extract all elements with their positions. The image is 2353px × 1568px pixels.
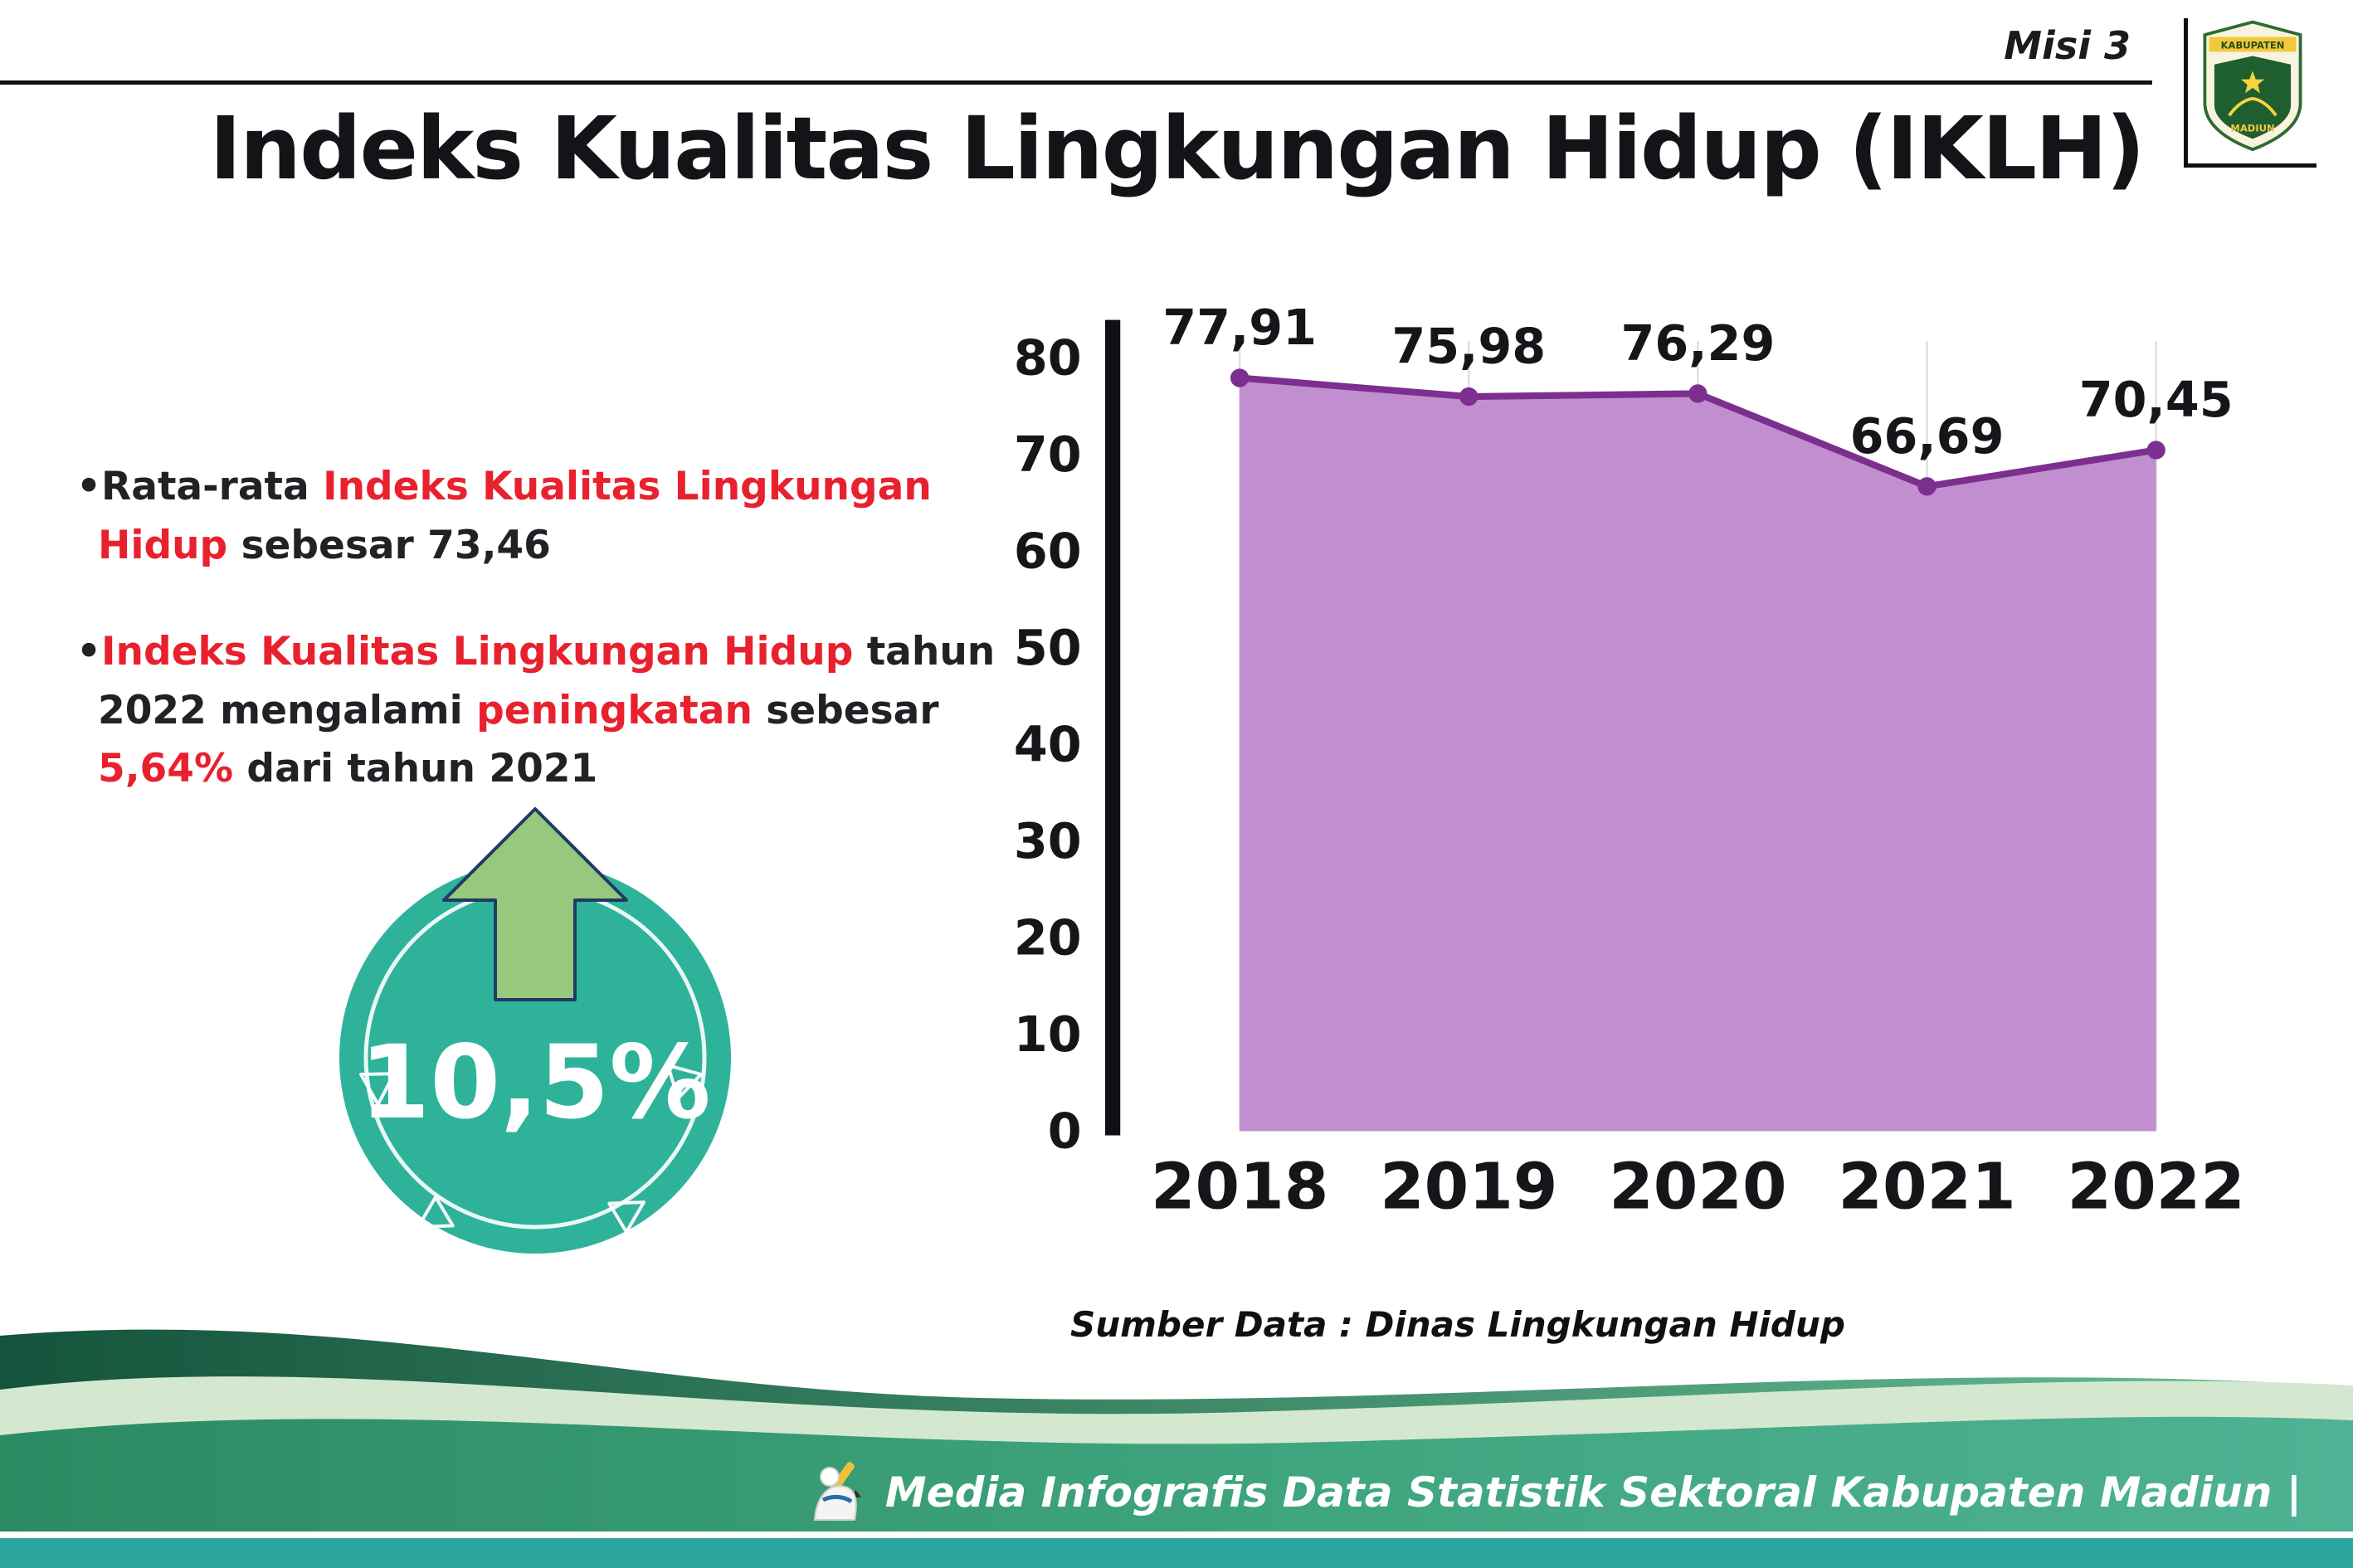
- footer: Media Infografis Data Statistik Sektoral…: [0, 1311, 2353, 1568]
- logo-banner: [2209, 37, 2296, 52]
- x-tick-label: 2022: [2068, 1151, 2245, 1225]
- logo-star: [2240, 71, 2264, 94]
- point-label: 75,98: [1391, 318, 1546, 375]
- mascot-icon: [813, 1462, 861, 1521]
- wave-main: [0, 1416, 2353, 1568]
- y-tick-label: 50: [1014, 619, 1082, 676]
- badge-value: 10,5%: [359, 1024, 710, 1142]
- chart-point: [1230, 368, 1250, 387]
- bullet-text: Rata-rata: [101, 464, 324, 509]
- logo-frame: KABUPATEN MADIUN: [2184, 18, 2316, 168]
- bullet-text-highlight: 5,64%: [98, 746, 234, 791]
- y-tick-label: 60: [1014, 523, 1082, 580]
- point-label: 77,91: [1162, 299, 1317, 356]
- logo-top-text: KABUPATEN: [2220, 40, 2284, 51]
- x-tick-label: 2019: [1380, 1151, 1557, 1225]
- chart-point: [2146, 441, 2165, 460]
- footer-credit: Media Infografis Data Statistik Sektoral…: [807, 1460, 2302, 1525]
- y-tick-label: 40: [1014, 716, 1082, 773]
- y-tick-label: 0: [1048, 1103, 1082, 1160]
- badge-circle: [339, 862, 731, 1254]
- chart-point: [1459, 387, 1479, 407]
- y-tick-label: 30: [1014, 812, 1082, 869]
- bullet-text-highlight: peningkatan: [476, 687, 753, 733]
- chart-point: [1917, 477, 1936, 496]
- bullet-text: dari tahun 2021: [233, 746, 598, 791]
- logo-rice-arc: [2227, 96, 2277, 117]
- chart-point: [1688, 384, 1708, 403]
- x-tick-label: 2021: [1838, 1151, 2015, 1225]
- header-rule: [0, 80, 2152, 85]
- x-tick-label: 2018: [1151, 1151, 1328, 1225]
- point-label: 76,29: [1620, 314, 1775, 372]
- triangle-decorations: [359, 1064, 703, 1234]
- point-label: 70,45: [2079, 371, 2234, 428]
- footer-text: Media Infografis Data Statistik Sektoral…: [884, 1468, 2302, 1517]
- footer-waves: [0, 1329, 2353, 1568]
- misi-label: Misi 3: [2004, 23, 2131, 68]
- kabupaten-madiun-logo: KABUPATEN MADIUN: [2202, 20, 2302, 152]
- point-label: 66,69: [1850, 407, 2005, 465]
- up-arrow-icon: [442, 807, 628, 1001]
- y-tick-label: 20: [1014, 909, 1082, 967]
- y-tick-label: 10: [1014, 1006, 1082, 1063]
- increase-badge-graphic: 10,5%: [339, 807, 731, 1254]
- bullet-text: sebesar: [752, 687, 939, 733]
- bullet-item: Rata-rata Indeks Kualitas Lingkungan Hid…: [76, 458, 997, 575]
- chart-source: Sumber Data : Dinas Lingkungan Hidup: [1070, 1304, 1845, 1345]
- wave-gap: [0, 1531, 2353, 1538]
- bullet-text: tahun 2022 mengalami: [98, 629, 996, 733]
- page-title: Indeks Kualitas Lingkungan Hidup (IKLH): [209, 98, 2145, 199]
- bullet-list: Rata-rata Indeks Kualitas Lingkungan Hid…: [76, 458, 997, 847]
- bullet-text-highlight: Indeks Kualitas Lingkungan Hidup: [98, 464, 932, 568]
- increase-badge: 10,5%: [311, 784, 759, 1282]
- iklh-area-chart: 0 10 20 30 40 50 60 70 80 77,91 75,98 76,29 66,69 70,…: [1014, 299, 2245, 1225]
- y-tick-label: 70: [1014, 426, 1082, 483]
- y-axis-bar: [1105, 319, 1121, 1136]
- bottom-strip: [0, 1538, 2353, 1568]
- bullet-item: Indeks Kualitas Lingkungan Hidup tahun 2…: [76, 623, 997, 799]
- bullet-text-highlight: Indeks Kualitas Lingkungan Hidup: [101, 629, 854, 674]
- chart-area: [1240, 377, 2156, 1132]
- bullet-text: sebesar 73,46: [227, 522, 551, 568]
- y-tick-label: 80: [1014, 329, 1082, 386]
- chart-section: 0 10 20 30 40 50 60 70 80 77,91 75,98 76,29 66,69 70,…: [979, 290, 2245, 1345]
- x-tick-label: 2020: [1609, 1151, 1786, 1225]
- logo-bottom-text: MADIUN: [2230, 122, 2274, 134]
